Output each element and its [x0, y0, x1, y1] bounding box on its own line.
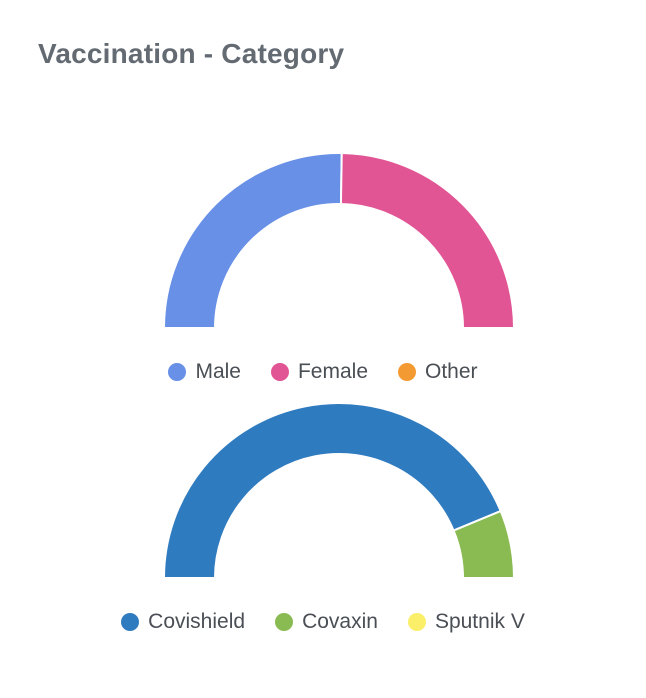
legend-item-sputnik-v[interactable]: Sputnik V [407, 610, 525, 634]
legend-swatch-sputnik-v [407, 613, 426, 631]
slice-covaxin[interactable] [452, 509, 516, 579]
card-title: Vaccination - Category [38, 38, 345, 69]
legend-swatch-covaxin [275, 613, 294, 631]
vaccine-half-donut-chart [162, 402, 516, 579]
legend-label: Covaxin [302, 610, 378, 633]
vaccine-legend: Covishield Covaxin Sputnik V [0, 608, 646, 636]
gender-half-donut-chart [162, 152, 516, 329]
legend-label: Covishield [148, 610, 246, 633]
legend-item-male[interactable]: Male [168, 360, 241, 384]
slice-male[interactable] [162, 152, 343, 329]
legend-item-covaxin[interactable]: Covaxin [275, 610, 378, 634]
slice-covishield[interactable] [162, 402, 502, 579]
legend-label: Other [425, 360, 478, 383]
legend-item-female[interactable]: Female [270, 360, 369, 384]
legend-swatch-other [398, 363, 417, 381]
slice-female[interactable] [339, 152, 516, 329]
legend-label: Male [195, 360, 241, 383]
legend-item-other[interactable]: Other [398, 360, 478, 384]
legend-item-covishield[interactable]: Covishield [121, 610, 245, 634]
legend-swatch-female [270, 363, 289, 381]
legend-swatch-covishield [121, 613, 140, 631]
legend-swatch-male [168, 363, 187, 381]
gender-legend: Male Female Other [0, 358, 646, 386]
legend-label: Female [297, 360, 369, 383]
legend-label: Sputnik V [434, 610, 525, 633]
